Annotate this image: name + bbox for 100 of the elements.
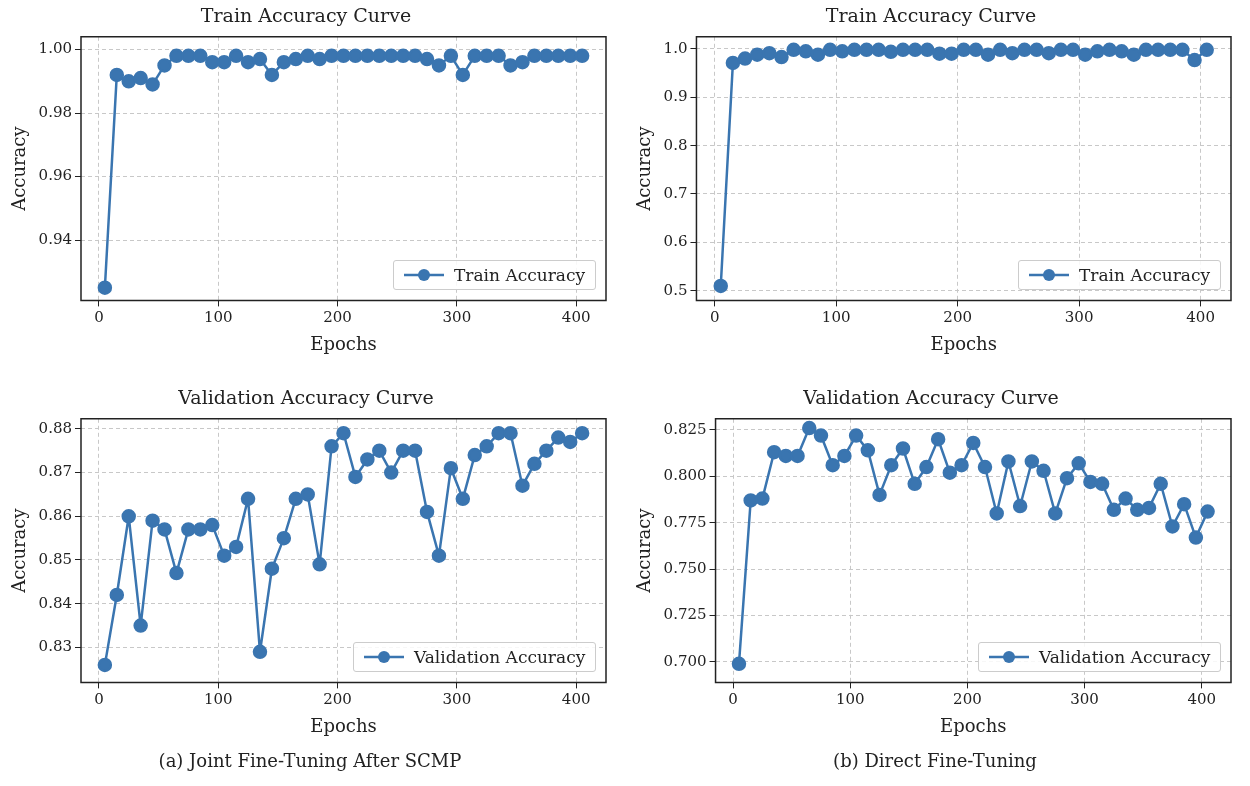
point <box>551 48 566 64</box>
point <box>755 491 770 506</box>
point <box>837 448 852 464</box>
point <box>1199 42 1214 58</box>
y-tick-label: 0.825 <box>663 419 707 438</box>
point <box>145 513 160 528</box>
point <box>883 44 899 60</box>
point <box>1150 42 1166 58</box>
point <box>169 565 184 581</box>
point <box>479 439 494 454</box>
point <box>989 506 1004 521</box>
point <box>503 425 518 441</box>
y-tick-label: 0.8 <box>663 135 688 154</box>
point <box>252 51 268 67</box>
point <box>778 448 794 464</box>
point <box>810 47 826 62</box>
point <box>1118 491 1133 506</box>
point <box>920 42 935 58</box>
point <box>1065 42 1081 58</box>
legend-label: Train Accuracy <box>454 265 586 286</box>
point <box>240 54 256 70</box>
point <box>216 54 232 70</box>
y-tick-label: 0.9 <box>663 87 688 106</box>
point <box>798 44 814 59</box>
point <box>419 504 435 520</box>
x-tick-label: 400 <box>1186 308 1215 327</box>
point <box>1153 476 1168 492</box>
point <box>133 618 148 633</box>
point <box>847 42 862 58</box>
point <box>932 46 947 61</box>
point <box>992 42 1008 58</box>
y-tick-label: 0.800 <box>663 466 707 485</box>
x-tick-label: 400 <box>561 690 591 709</box>
point <box>205 54 220 70</box>
point <box>956 42 971 58</box>
point <box>527 456 542 472</box>
point <box>133 70 148 86</box>
point <box>181 48 196 64</box>
point <box>1165 519 1180 534</box>
point <box>312 51 327 67</box>
point <box>324 439 339 454</box>
x-tick-label: 400 <box>1187 690 1217 709</box>
y-tick-label: 0.7 <box>663 183 688 202</box>
y-axis-title: Accuracy <box>633 125 655 212</box>
point <box>169 48 184 64</box>
point <box>860 443 876 458</box>
point <box>954 457 969 473</box>
point <box>407 48 423 64</box>
point <box>193 48 208 64</box>
point <box>895 441 911 456</box>
point <box>1130 502 1145 518</box>
x-tick-label: 100 <box>203 308 233 327</box>
x-axis-title: Epochs <box>940 714 1007 736</box>
legend-label: Validation Accuracy <box>1039 647 1211 668</box>
point <box>491 425 506 441</box>
point <box>930 431 946 447</box>
point <box>1036 463 1051 479</box>
y-axis-title: Accuracy <box>8 125 30 212</box>
point <box>977 459 993 475</box>
point <box>859 42 874 58</box>
x-tick-label: 200 <box>943 308 972 327</box>
point <box>562 48 578 64</box>
point <box>157 522 172 537</box>
point <box>574 425 590 441</box>
point <box>97 280 113 295</box>
point <box>848 428 864 443</box>
point <box>252 644 268 660</box>
point <box>1071 456 1086 471</box>
point <box>834 44 850 59</box>
y-tick-label: 0.725 <box>663 605 707 624</box>
chart-title: Train Accuracy Curve <box>825 4 1037 27</box>
y-tick-label: 0.87 <box>38 462 72 481</box>
y-axis-title: Accuracy <box>633 507 655 594</box>
point <box>264 67 280 83</box>
point <box>527 48 542 64</box>
y-tick-label: 0.6 <box>663 232 688 251</box>
point <box>443 460 459 476</box>
y-tick-label: 1.0 <box>663 38 688 57</box>
point <box>145 77 160 92</box>
y-tick-label: 0.94 <box>38 229 72 248</box>
y-tick-label: 1.00 <box>38 39 72 58</box>
point <box>395 443 411 458</box>
point <box>1077 47 1093 62</box>
legend-label: Train Accuracy <box>1079 265 1211 286</box>
point <box>383 465 399 480</box>
y-tick-label: 0.88 <box>38 418 72 437</box>
point <box>288 491 304 507</box>
point <box>1106 502 1122 518</box>
point <box>372 443 387 458</box>
point <box>1090 44 1105 59</box>
point <box>713 278 728 294</box>
point <box>539 443 554 458</box>
point <box>455 491 471 507</box>
point <box>479 48 494 64</box>
text: (b) Direct Fine-Tuning <box>832 750 1038 771</box>
point <box>467 447 482 463</box>
point <box>455 67 471 83</box>
point <box>348 469 363 485</box>
point <box>1041 46 1057 61</box>
point <box>968 42 984 58</box>
